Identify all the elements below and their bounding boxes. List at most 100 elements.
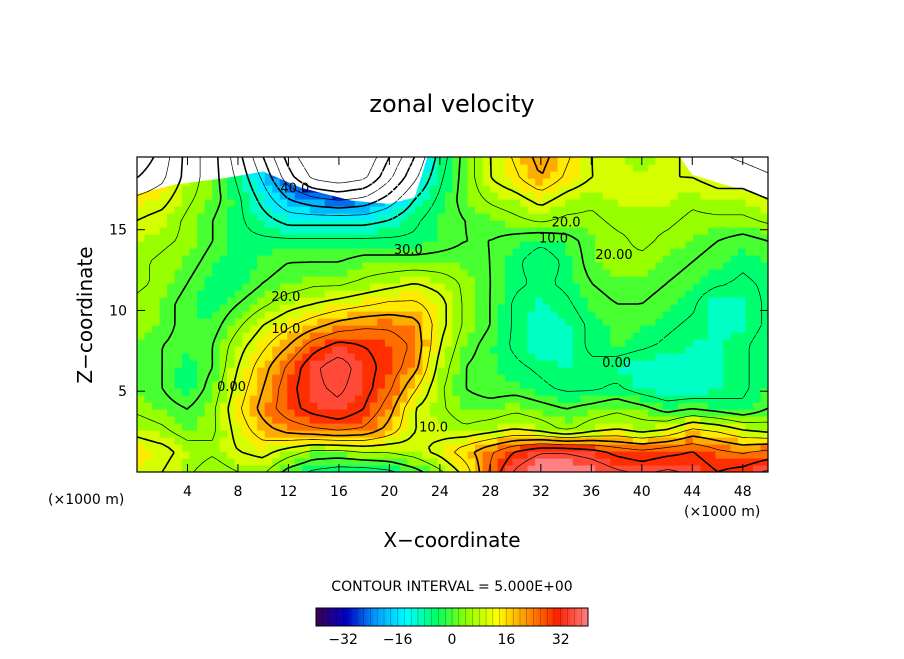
field-cell: [752, 206, 762, 214]
field-cell: [745, 269, 754, 277]
field-cell: [407, 458, 416, 466]
field-cell: [444, 178, 454, 186]
field-cell: [137, 381, 146, 389]
field-cell: [647, 367, 656, 375]
field-cell: [460, 458, 469, 466]
field-cell: [174, 332, 183, 340]
field-cell: [722, 255, 732, 263]
field-cell: [197, 409, 206, 417]
field-cell: [399, 241, 409, 249]
field-cell: [212, 437, 221, 445]
field-cell: [587, 192, 596, 200]
field-cell: [279, 339, 288, 347]
field-cell: [264, 430, 273, 438]
field-cell: [475, 304, 484, 312]
field-cell: [242, 290, 251, 298]
field-cell: [497, 430, 506, 438]
field-cell: [595, 318, 604, 326]
field-cell: [467, 367, 476, 375]
field-cell: [602, 451, 611, 459]
field-cell: [227, 283, 236, 291]
field-cell: [512, 388, 521, 396]
field-cell: [437, 206, 446, 214]
field-cell: [294, 437, 303, 445]
field-cell: [144, 227, 153, 235]
field-cell: [467, 262, 476, 270]
field-cell: [722, 199, 732, 207]
field-cell: [437, 164, 446, 172]
field-cell: [670, 318, 679, 326]
field-cell: [572, 206, 581, 214]
field-cell: [760, 262, 768, 270]
field-cell: [520, 213, 529, 221]
field-cell: [752, 262, 762, 270]
field-cell: [745, 430, 754, 438]
field-cell: [737, 234, 747, 242]
field-cell: [617, 241, 626, 249]
field-cell: [655, 346, 664, 354]
field-cell: [414, 339, 424, 347]
field-cell: [520, 367, 529, 375]
field-cell: [572, 283, 581, 291]
field-cell: [595, 290, 604, 298]
field-cell: [550, 451, 559, 459]
field-cell: [444, 332, 454, 340]
field-cell: [527, 451, 536, 459]
field-cell: [159, 430, 168, 438]
field-cell: [354, 458, 363, 466]
field-cell: [189, 213, 198, 221]
field-cell: [437, 416, 446, 424]
field-cell: [745, 318, 754, 326]
field-cell: [490, 374, 499, 382]
field-cell: [219, 444, 228, 452]
field-cell: [144, 192, 153, 200]
field-cell: [752, 381, 762, 389]
field-cell: [444, 339, 454, 347]
field-cell: [294, 311, 303, 319]
field-cell: [227, 220, 236, 228]
field-cell: [497, 304, 506, 312]
field-cell: [490, 178, 499, 186]
field-cell: [632, 311, 641, 319]
field-cell: [204, 402, 213, 410]
field-cell: [279, 269, 288, 277]
field-cell: [219, 234, 228, 242]
field-cell: [760, 458, 768, 466]
field-cell: [422, 311, 431, 319]
field-cell: [640, 325, 649, 333]
field-cell: [587, 206, 596, 214]
field-cell: [640, 227, 649, 235]
field-cell: [730, 311, 739, 319]
field-cell: [264, 220, 273, 228]
field-cell: [422, 185, 431, 193]
field-cell: [640, 381, 649, 389]
field-cell: [302, 213, 311, 221]
field-cell: [257, 346, 266, 354]
field-cell: [655, 199, 664, 207]
field-cell: [429, 164, 439, 172]
field-cell: [212, 367, 221, 375]
field-cell: [595, 297, 604, 305]
field-cell: [655, 304, 664, 312]
field-cell: [670, 220, 679, 228]
field-cell: [452, 269, 461, 277]
contour-line: [137, 157, 768, 472]
field-cell: [535, 283, 544, 291]
field-cell: [467, 416, 476, 424]
field-cell: [587, 311, 596, 319]
field-cell: [670, 458, 679, 466]
field-cell: [587, 430, 596, 438]
field-cell: [377, 444, 386, 452]
field-cell: [565, 360, 574, 368]
field-cell: [565, 416, 574, 424]
field-cell: [565, 290, 574, 298]
field-cell: [475, 402, 484, 410]
field-cell: [452, 213, 461, 221]
field-cell: [197, 234, 206, 242]
field-cell: [752, 199, 762, 207]
field-cell: [437, 367, 446, 375]
field-cell: [700, 255, 709, 263]
field-cell: [204, 325, 213, 333]
field-cell: [317, 402, 326, 410]
field-cell: [752, 325, 762, 333]
